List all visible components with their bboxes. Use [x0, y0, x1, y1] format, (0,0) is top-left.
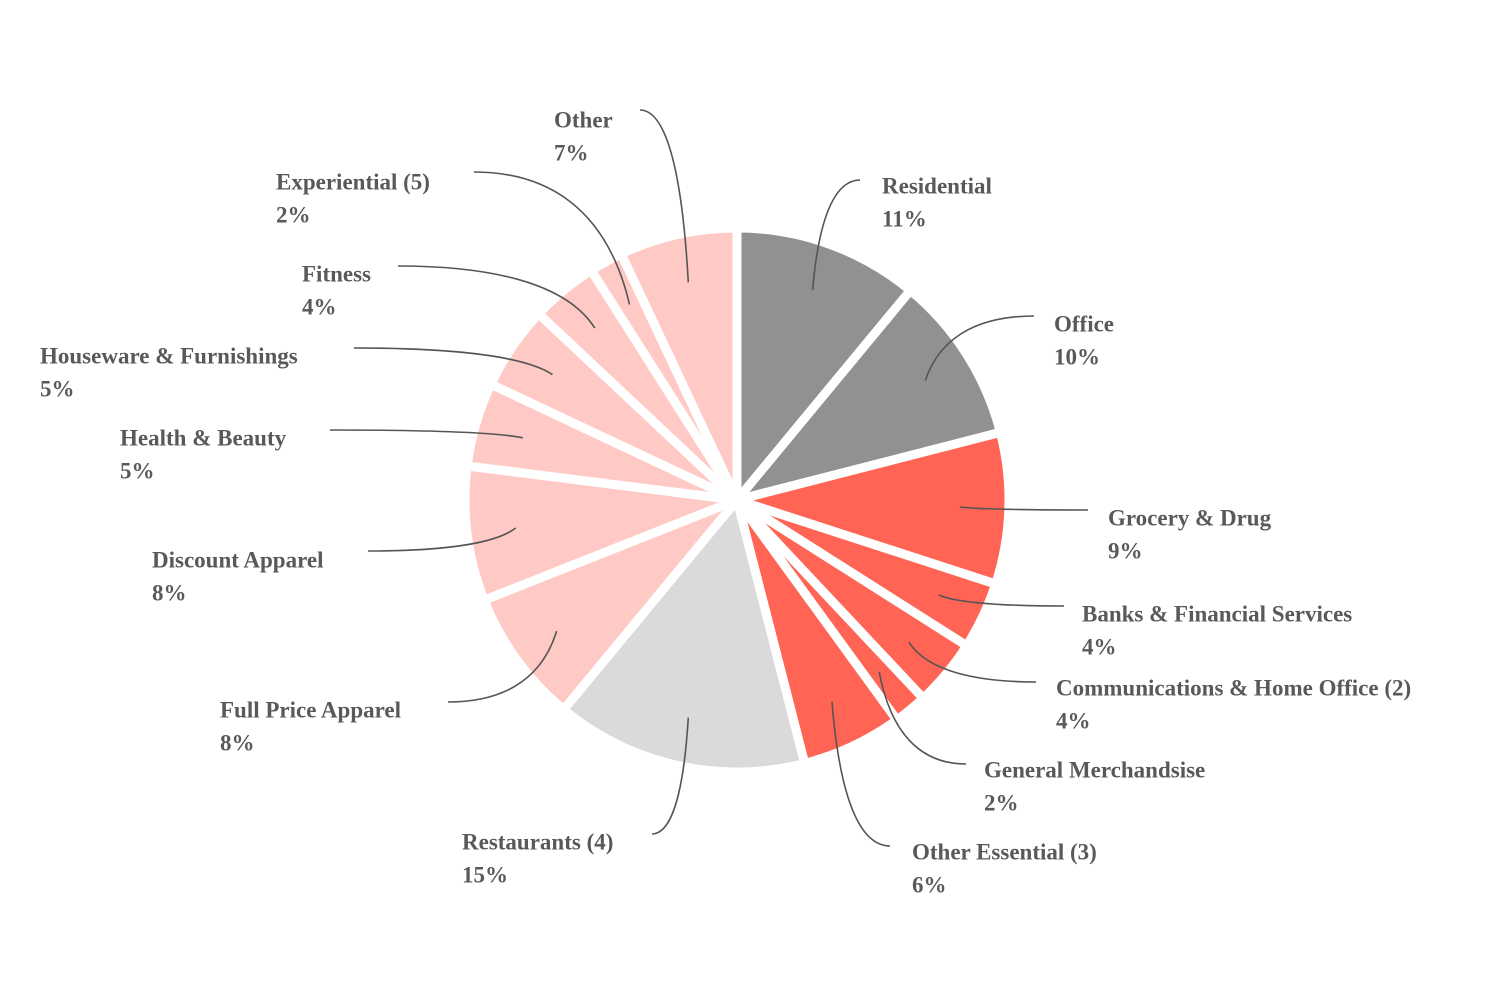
slice-value-label-restaurants-4: 15% [462, 863, 508, 888]
leader-line-restaurants-4 [651, 717, 690, 835]
leader-lines [329, 109, 1089, 847]
pie-slices [460, 223, 1014, 777]
leader-line-grocery-drug [959, 506, 1089, 511]
slice-value-label-communications-home-office-2: 4% [1056, 709, 1091, 734]
slice-value-label-other-essential-3: 6% [912, 873, 947, 898]
pie-slice-discount-apparel [460, 460, 739, 606]
slice-value-label-experiential-5: 2% [276, 203, 311, 228]
slice-label-experiential-5: Experiential (5) [276, 170, 430, 195]
pie-slice-grocery-drug [720, 426, 1014, 590]
slice-label-other: Other [554, 108, 613, 133]
slice-value-label-residential: 11% [882, 207, 927, 232]
slice-label-office: Office [1054, 312, 1114, 337]
slice-label-banks-financial-services: Banks & Financial Services [1082, 602, 1352, 627]
slice-label-general-merchandsise: General Merchandsise [984, 758, 1205, 783]
slice-label-residential: Residential [882, 174, 992, 199]
slice-label-fitness: Fitness [302, 262, 371, 287]
pie-slice-residential [732, 223, 917, 513]
slice-value-label-houseware-furnishings: 5% [40, 377, 75, 402]
slice-label-communications-home-office-2: Communications & Home Office (2) [1056, 676, 1411, 701]
leader-line-houseware-furnishings [353, 347, 553, 376]
leader-line-health-beauty [329, 429, 523, 439]
slice-labels: Residential 11% Office 10% Grocery & Drug 9% B… [40, 108, 1411, 898]
slice-value-label-banks-financial-services: 4% [1082, 635, 1117, 660]
leader-line-other-essential-3 [831, 701, 891, 847]
slice-value-label-full-price-apparel: 8% [220, 731, 255, 756]
leader-line-full-price-apparel [447, 630, 558, 703]
leader-line-experiential-5 [473, 171, 631, 305]
slice-value-label-fitness: 4% [302, 295, 337, 320]
leader-line-general-merchandsise [878, 671, 967, 765]
slice-value-label-general-merchandsise: 2% [984, 791, 1019, 816]
leader-line-discount-apparel [367, 527, 517, 552]
slice-value-label-office: 10% [1054, 345, 1100, 370]
slice-label-other-essential-3: Other Essential (3) [912, 840, 1097, 865]
pie-slice-full-price-apparel [478, 495, 741, 716]
leader-line-other [639, 109, 690, 283]
leader-line-communications-home-office-2 [908, 641, 1037, 683]
slice-value-label-grocery-drug: 9% [1108, 539, 1143, 564]
slice-value-label-other: 7% [554, 141, 589, 166]
leader-line-residential [811, 179, 861, 291]
leader-line-fitness [397, 265, 596, 329]
slice-label-restaurants-4: Restaurants (4) [462, 830, 613, 855]
slice-value-label-health-beauty: 5% [120, 459, 155, 484]
slice-label-discount-apparel: Discount Apparel [152, 548, 323, 573]
leader-line-banks-financial-services [938, 594, 1065, 607]
leader-line-office [924, 315, 1035, 381]
pie-slice-restaurants-4 [557, 490, 811, 777]
slice-label-grocery-drug: Grocery & Drug [1108, 506, 1272, 531]
pie-slice-other [615, 223, 742, 502]
slice-label-houseware-furnishings: Houseware & Furnishings [40, 344, 298, 369]
slice-value-label-discount-apparel: 8% [152, 581, 187, 606]
slice-label-health-beauty: Health & Beauty [120, 426, 287, 451]
slice-label-full-price-apparel: Full Price Apparel [220, 698, 401, 723]
